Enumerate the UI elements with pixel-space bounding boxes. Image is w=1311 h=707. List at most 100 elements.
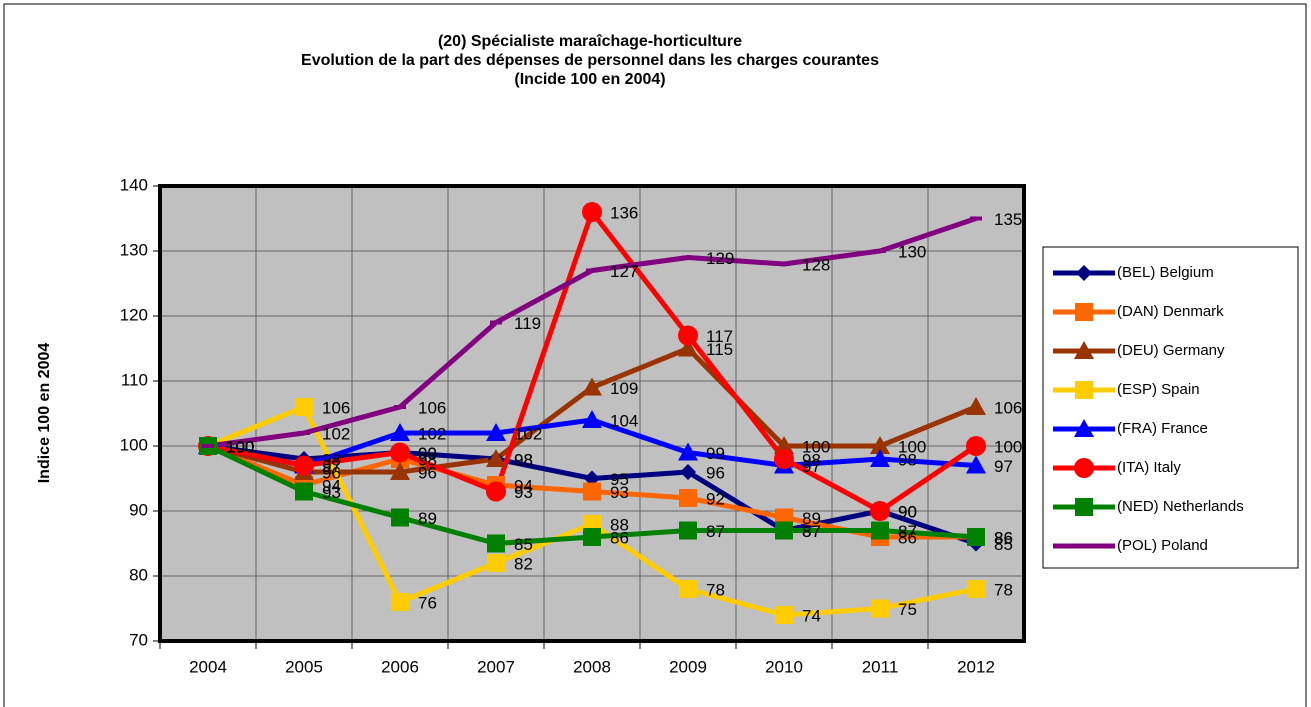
chart-subtitle: Evolution de la part des dépenses de per…: [301, 52, 879, 69]
data-point: [486, 481, 506, 502]
data-label: 100: [898, 437, 926, 456]
data-label: 100: [226, 437, 254, 456]
data-label: 129: [706, 249, 734, 268]
data-label: 106: [418, 398, 446, 417]
data-point: [682, 255, 694, 260]
data-label: 100: [226, 437, 254, 456]
data-point: [967, 580, 985, 598]
x-tick-label: 2005: [285, 657, 323, 676]
x-tick-label: 2011: [862, 657, 899, 676]
data-point: [295, 398, 313, 416]
data-label: 99: [706, 444, 725, 463]
legend-label: (FRA) France: [1117, 420, 1208, 437]
data-label: 106: [322, 398, 350, 417]
data-label: 78: [706, 580, 725, 599]
data-label: 135: [994, 210, 1022, 229]
data-point: [583, 528, 601, 546]
data-label: 87: [706, 522, 725, 541]
y-tick-label: 80: [129, 565, 148, 584]
data-point: [679, 521, 697, 540]
data-label: 100: [994, 437, 1022, 456]
legend-marker: [1078, 544, 1090, 548]
legend-marker: [1075, 498, 1093, 516]
data-label: 97: [802, 457, 821, 476]
data-label: 98: [322, 450, 341, 469]
data-point: [390, 442, 410, 463]
data-label: 127: [610, 262, 638, 281]
data-label: 97: [994, 457, 1013, 476]
data-label: 98: [514, 450, 533, 469]
chart-frame: [3, 3, 1307, 707]
data-point: [582, 377, 602, 396]
data-point: [870, 436, 890, 454]
data-point: [967, 528, 985, 546]
legend-label: (NED) Netherlands: [1117, 498, 1244, 515]
data-label: 100: [226, 437, 254, 456]
data-label: 76: [418, 593, 437, 612]
data-point: [870, 501, 890, 521]
data-point: [295, 482, 313, 501]
data-label: 92: [706, 489, 725, 508]
x-tick-label: 2008: [573, 657, 611, 676]
chart-subtitle: (Incide 100 en 2004): [514, 71, 665, 88]
data-label: 97: [322, 457, 341, 476]
data-label: 100: [802, 437, 830, 456]
data-point: [582, 202, 602, 222]
data-point: [966, 436, 986, 456]
data-point: [871, 521, 889, 540]
x-tick-label: 2010: [765, 657, 803, 676]
data-point: [490, 320, 502, 325]
y-tick-label: 140: [120, 175, 148, 194]
legend-marker: [1075, 303, 1093, 321]
data-label: 128: [802, 255, 830, 274]
x-tick-label: 2004: [189, 657, 227, 676]
plot-border: [158, 184, 1026, 643]
data-point: [390, 462, 410, 480]
data-label: 88: [610, 515, 629, 534]
legend-marker: [1076, 265, 1092, 281]
data-label: 98: [802, 450, 821, 469]
legend-label: (ESP) Spain: [1117, 381, 1200, 398]
data-label: 86: [610, 528, 629, 547]
data-label: 93: [610, 483, 629, 502]
data-label: 75: [898, 600, 917, 619]
data-label: 109: [610, 379, 638, 398]
data-label: 86: [994, 528, 1013, 547]
legend-marker: [1074, 419, 1094, 437]
x-tick-label: 2009: [669, 657, 707, 676]
data-label: 74: [802, 606, 821, 625]
data-point: [487, 554, 505, 572]
data-label: 99: [418, 444, 437, 463]
data-point: [775, 606, 793, 624]
data-label: 94: [322, 476, 341, 495]
legend: [1042, 246, 1299, 569]
data-label: 93: [514, 483, 533, 502]
data-label: 96: [322, 463, 341, 482]
data-point: [678, 325, 698, 346]
data-point: [774, 436, 794, 454]
data-label: 100: [226, 437, 254, 456]
data-label: 90: [898, 502, 917, 521]
data-label: 87: [898, 522, 917, 541]
data-label: 117: [706, 327, 733, 346]
legend-label: (POL) Poland: [1117, 537, 1208, 554]
data-label: 96: [706, 463, 725, 482]
data-point: [582, 410, 602, 428]
data-label: 98: [514, 450, 533, 469]
data-label: 90: [898, 502, 917, 521]
y-tick-label: 100: [120, 435, 148, 454]
data-label: 87: [802, 522, 821, 541]
legend-label: (ITA) Italy: [1117, 459, 1181, 476]
data-point: [874, 249, 886, 253]
chart-title: (20) Spécialiste maraîchage-horticulture: [438, 33, 742, 50]
data-point: [679, 489, 697, 507]
data-label: 100: [226, 437, 254, 456]
y-tick-label: 70: [129, 630, 148, 649]
data-label: 104: [610, 411, 638, 430]
y-tick-label: 130: [120, 240, 148, 259]
data-label: 102: [322, 424, 350, 443]
data-label: 102: [514, 424, 542, 443]
x-tick-label: 2007: [477, 657, 515, 676]
data-point: [775, 521, 793, 540]
